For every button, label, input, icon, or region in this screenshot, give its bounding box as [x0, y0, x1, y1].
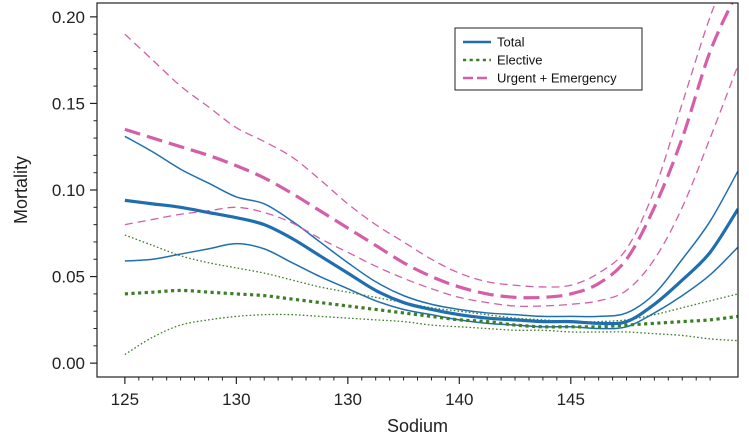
y-axis: 0.00 0.05 0.10 0.15 0.20	[52, 8, 97, 373]
x-tick-label: 145	[557, 390, 585, 409]
y-axis-title: Mortality	[11, 156, 31, 224]
y-tick-label: 0.00	[52, 354, 85, 373]
x-tick-label: 130	[222, 390, 250, 409]
series-line-band-2	[124, 242, 738, 330]
y-tick-label: 0.20	[52, 8, 85, 27]
series-layer	[124, 3, 738, 356]
series-line-band-7	[124, 3, 717, 288]
series-line-band-8	[124, 65, 738, 307]
x-axis-title: Sodium	[387, 416, 448, 436]
x-tick-label: 130	[334, 390, 362, 409]
series-line-band-4	[124, 234, 738, 323]
legend-label: Elective	[497, 53, 543, 68]
x-axis: 125 130 130 140 145	[111, 377, 711, 409]
y-tick-label: 0.05	[52, 268, 85, 287]
legend-label: Urgent + Emergency	[497, 71, 617, 86]
x-tick-label: 125	[111, 390, 139, 409]
series-line-urgent-emergency-6	[124, 3, 734, 300]
series-line-band-5	[124, 313, 738, 356]
series-line-band-1	[124, 135, 738, 318]
legend-box	[454, 27, 643, 91]
y-tick-label: 0.10	[52, 181, 85, 200]
legend-label: Total	[497, 35, 525, 50]
legend: Total Elective Urgent + Emergency	[454, 27, 643, 91]
y-tick-label: 0.15	[52, 94, 85, 113]
x-tick-label: 140	[445, 390, 473, 409]
series-line-total-0	[124, 198, 738, 326]
